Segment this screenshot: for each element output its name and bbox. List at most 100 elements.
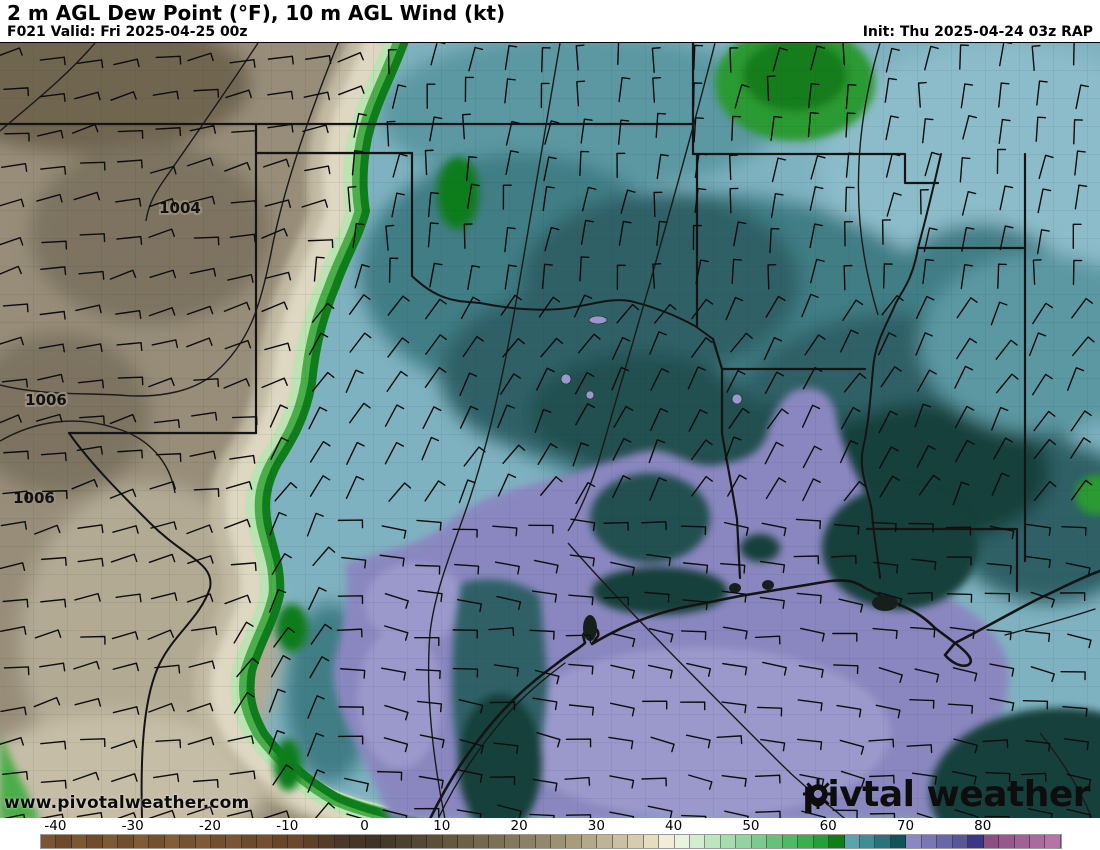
colorbar-segment	[350, 835, 366, 848]
header: 2 m AGL Dew Point (°F), 10 m AGL Wind (k…	[0, 0, 1100, 42]
colorbar-tick: -10	[276, 818, 299, 834]
colorbar-segment	[195, 835, 211, 848]
colorbar-tick: 50	[742, 818, 760, 834]
county-grid	[0, 43, 1100, 819]
colorbar-segment	[180, 835, 196, 848]
colorbar-segment	[133, 835, 150, 848]
colorbar-segment	[442, 835, 459, 848]
colorbar-segment	[736, 835, 752, 848]
valid-time-label: F021 Valid: Fri 2025-04-25 00z	[7, 24, 248, 40]
colorbar-tick: -20	[198, 818, 222, 834]
colorbar-segment	[504, 835, 521, 848]
colorbar-tick: 80	[974, 818, 992, 834]
colorbar-segment	[118, 835, 134, 848]
colorbar-segment	[860, 835, 876, 848]
colorbar-tick: 20	[510, 818, 528, 834]
colorbar-tick: 10	[433, 818, 451, 834]
colorbar-segment	[365, 835, 381, 848]
colorbar-segment	[705, 835, 721, 848]
colorbar-segment	[720, 835, 737, 848]
colorbar-segment	[1045, 835, 1061, 848]
colorbar-segment	[782, 835, 799, 848]
pivotal-weather-logo: piv tal weather	[802, 777, 1090, 813]
colorbar-segment	[427, 835, 443, 848]
watermark-url: www.pivotalweather.com	[4, 793, 250, 813]
colorbar-segment	[489, 835, 505, 848]
colorbar-segment	[288, 835, 304, 848]
colorbar-segment	[550, 835, 567, 848]
colorbar-segment	[396, 835, 412, 848]
colorbar-tick: 70	[896, 818, 915, 834]
colorbar-segment	[566, 835, 582, 848]
isobar-contours	[0, 43, 1093, 819]
wind-barbs	[0, 43, 1095, 819]
state-borders	[0, 43, 1100, 819]
colorbar-tick: 40	[665, 818, 683, 834]
colorbar-tick: 60	[819, 818, 837, 834]
dewpoint-colorbar: -40 -30 -20 -10 0 10 20 30 40 50 60 70 80	[0, 818, 1100, 850]
colorbar-segment	[597, 835, 613, 848]
colorbar-tick: -30	[121, 818, 144, 834]
colorbar-segment	[334, 835, 351, 848]
colorbar-segment	[798, 835, 814, 848]
colorbar-segment	[272, 835, 289, 848]
colorbar-segment	[813, 835, 830, 848]
logo-part2: tal	[862, 774, 915, 815]
colorbar-segment	[319, 835, 335, 848]
colorbar-segment	[56, 835, 72, 848]
colorbar-segment	[829, 835, 845, 848]
colorbar-segment	[71, 835, 88, 848]
colorbar-segment	[952, 835, 969, 848]
colorbar-gradient	[40, 834, 1062, 849]
colorbar-segment	[875, 835, 891, 848]
isobar-label: 1006	[25, 391, 67, 409]
colorbar-segment	[411, 835, 428, 848]
colorbar-segment	[968, 835, 984, 848]
colorbar-segment	[164, 835, 181, 848]
colorbar-segment	[535, 835, 551, 848]
page-title: 2 m AGL Dew Point (°F), 10 m AGL Wind (k…	[7, 1, 506, 25]
colorbar-segment	[890, 835, 907, 848]
colorbar-segment	[226, 835, 242, 848]
colorbar-segment	[41, 835, 57, 848]
init-time-label: Init: Thu 2025-04-24 03z RAP	[862, 24, 1093, 40]
colorbar-segment	[983, 835, 1000, 848]
colorbar-segment	[458, 835, 474, 848]
colorbar-segment	[87, 835, 103, 848]
colorbar-segment	[906, 835, 922, 848]
colorbar-segment	[520, 835, 536, 848]
colorbar-segment	[1014, 835, 1030, 848]
colorbar-segment	[581, 835, 598, 848]
colorbar-segment	[751, 835, 768, 848]
colorbar-segment	[380, 835, 397, 848]
colorbar-segment	[690, 835, 706, 848]
colorbar-segment	[999, 835, 1015, 848]
colorbar-segment	[612, 835, 629, 848]
logo-word2: weather	[926, 774, 1091, 815]
colorbar-segment	[149, 835, 165, 848]
colorbar-segment	[674, 835, 691, 848]
gear-icon	[803, 779, 834, 809]
colorbar-segment	[643, 835, 660, 848]
colorbar-tick: -40	[44, 818, 67, 834]
colorbar-segment	[1030, 835, 1046, 848]
colorbar-segment	[473, 835, 490, 848]
colorbar-tick: 0	[360, 818, 369, 834]
colorbar-segment	[210, 835, 227, 848]
lakes	[560, 315, 898, 641]
isobar-label: 1006	[13, 489, 55, 507]
colorbar-segment	[628, 835, 644, 848]
colorbar-segment	[659, 835, 675, 848]
colorbar-segment	[921, 835, 938, 848]
colorbar-segment	[844, 835, 861, 848]
colorbar-segment	[102, 835, 119, 848]
colorbar-segment	[767, 835, 783, 848]
colorbar-tick: 30	[587, 818, 605, 834]
colorbar-segment	[241, 835, 258, 848]
colorbar-tick-labels: -40 -30 -20 -10 0 10 20 30 40 50 60 70 80	[0, 818, 1100, 834]
forecast-map: 1004 1006 1006 www.pivotalweather.com piv t…	[0, 42, 1100, 819]
colorbar-segment	[257, 835, 273, 848]
